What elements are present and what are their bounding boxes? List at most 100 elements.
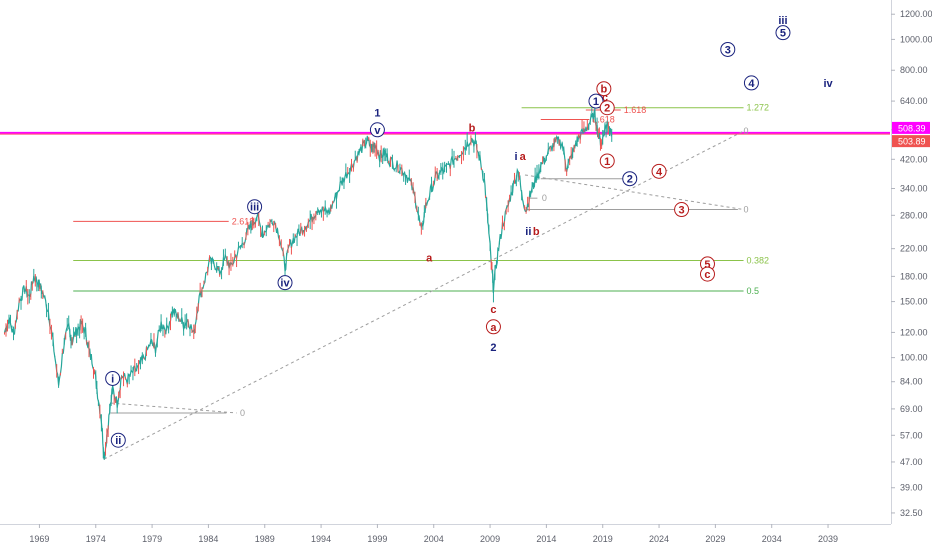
fib-marker: 0 bbox=[744, 205, 749, 215]
y-tick-label: 420.00 bbox=[900, 154, 928, 164]
x-tick-label: 2039 bbox=[818, 534, 838, 544]
x-tick-label: 2024 bbox=[649, 534, 669, 544]
wave-label: 4 bbox=[748, 78, 755, 90]
wave-label: a bbox=[490, 322, 497, 334]
y-tick-label: 1200.00 bbox=[900, 9, 932, 19]
wave-circle bbox=[599, 100, 615, 116]
wave-label: iv bbox=[280, 278, 290, 290]
wave-label: iv bbox=[823, 78, 833, 90]
x-tick-label: 2014 bbox=[536, 534, 556, 544]
wave-circle bbox=[105, 370, 121, 386]
wave-label: a bbox=[426, 253, 433, 265]
wave-label: i bbox=[111, 373, 114, 385]
trend-line bbox=[524, 174, 744, 211]
x-tick-label: 2029 bbox=[705, 534, 725, 544]
y-tick-label: 57.00 bbox=[900, 430, 923, 440]
wave-label: iii bbox=[778, 15, 787, 27]
wave-circle bbox=[743, 75, 759, 91]
price-series bbox=[3, 100, 613, 460]
price-badges: 508.39 503.89 bbox=[892, 121, 930, 148]
x-tick-label: 2009 bbox=[480, 534, 500, 544]
y-tick-label: 100.00 bbox=[900, 353, 928, 363]
y-tick-label: 69.00 bbox=[900, 404, 923, 414]
wave-label: i bbox=[514, 151, 517, 163]
wave-label: a bbox=[520, 151, 527, 163]
wave-label: c bbox=[602, 92, 608, 104]
wave-label: 3 bbox=[679, 205, 685, 217]
x-tick-label: 1974 bbox=[86, 534, 106, 544]
level-label: 0.382 bbox=[747, 255, 770, 265]
price-badge bbox=[892, 135, 930, 148]
y-tick-label: 180.00 bbox=[900, 271, 928, 281]
y-tick-label: 280.00 bbox=[900, 210, 928, 220]
wave-label: 4 bbox=[656, 166, 663, 178]
level-label: 1.272 bbox=[747, 103, 770, 113]
wave-circle bbox=[485, 319, 501, 335]
y-tick-label: 220.00 bbox=[900, 244, 928, 254]
level-label: 2.618 bbox=[232, 216, 255, 226]
wave-label: ii bbox=[115, 435, 121, 447]
fib-marker: 0 bbox=[240, 408, 245, 418]
y-tick-label: 32.50 bbox=[900, 508, 923, 518]
x-tick-label: 1969 bbox=[29, 534, 49, 544]
wave-label: 3 bbox=[725, 44, 731, 56]
wave-circle bbox=[775, 25, 791, 41]
y-tick-label: 1000.00 bbox=[900, 34, 932, 44]
y-tick-label: 84.00 bbox=[900, 377, 923, 387]
wave-circle bbox=[651, 163, 667, 179]
y-tick-label: 800.00 bbox=[900, 65, 928, 75]
level-label: 1.618 bbox=[592, 115, 615, 125]
y-tick-label: 47.00 bbox=[900, 457, 923, 467]
wave-label: c bbox=[704, 269, 710, 281]
x-axis-ticks[interactable]: 1969 1974 1979 1984 1989 1994 1999 2004 2009 2014… bbox=[29, 524, 838, 544]
x-tick-label: 2034 bbox=[762, 534, 782, 544]
wave-circle bbox=[720, 41, 736, 57]
wave-circle bbox=[596, 81, 612, 97]
x-tick-label: 1999 bbox=[367, 534, 387, 544]
wave-label: b bbox=[469, 123, 476, 135]
wave-circle bbox=[369, 122, 385, 138]
x-tick-label: 1984 bbox=[198, 534, 218, 544]
x-tick-label: 2004 bbox=[424, 534, 444, 544]
wave-label: b bbox=[533, 226, 540, 238]
wave-circle bbox=[599, 153, 615, 169]
wave-circle bbox=[247, 199, 263, 215]
y-tick-label: 39.00 bbox=[900, 483, 923, 493]
wave-circle bbox=[277, 275, 293, 291]
fib-marker: 0 bbox=[744, 126, 749, 136]
y-tick-label: 640.00 bbox=[900, 96, 928, 106]
y-tick-label: 150.00 bbox=[900, 297, 928, 307]
level-label: 0.5 bbox=[747, 286, 760, 296]
horizontal-levels: 1.272 1.618 1.618 2.618 0.382 0.5 bbox=[0, 103, 890, 296]
fib-marker: 0 bbox=[542, 193, 547, 203]
x-tick-label: 2019 bbox=[593, 534, 613, 544]
wave-label: 2 bbox=[627, 174, 633, 186]
wave-label: c bbox=[490, 304, 496, 316]
wave-circle bbox=[699, 266, 715, 282]
x-tick-label: 1989 bbox=[255, 534, 275, 544]
x-tick-label: 1994 bbox=[311, 534, 331, 544]
wave-circle bbox=[674, 202, 690, 218]
level-label: 1.618 bbox=[624, 105, 647, 115]
wave-label: 2 bbox=[490, 342, 496, 354]
wave-label: 1 bbox=[374, 107, 380, 119]
wave-label: b bbox=[600, 84, 607, 96]
wave-label: 2 bbox=[604, 103, 610, 115]
price-badge-label: 503.89 bbox=[898, 137, 926, 147]
wave-label: 5 bbox=[780, 28, 786, 40]
price-badge bbox=[892, 121, 930, 134]
price-line bbox=[3, 109, 613, 459]
y-tick-label: 340.00 bbox=[900, 183, 928, 193]
wave-circle bbox=[110, 432, 126, 448]
x-tick-label: 1979 bbox=[142, 534, 162, 544]
wave-label: ii bbox=[525, 226, 531, 238]
price-badge-label: 508.39 bbox=[898, 123, 926, 133]
wave-label: 5 bbox=[704, 259, 710, 271]
wave-label: v bbox=[374, 125, 381, 137]
wave-label: iii bbox=[250, 202, 259, 214]
wave-circle bbox=[622, 171, 638, 187]
wave-label: 1 bbox=[593, 96, 599, 108]
